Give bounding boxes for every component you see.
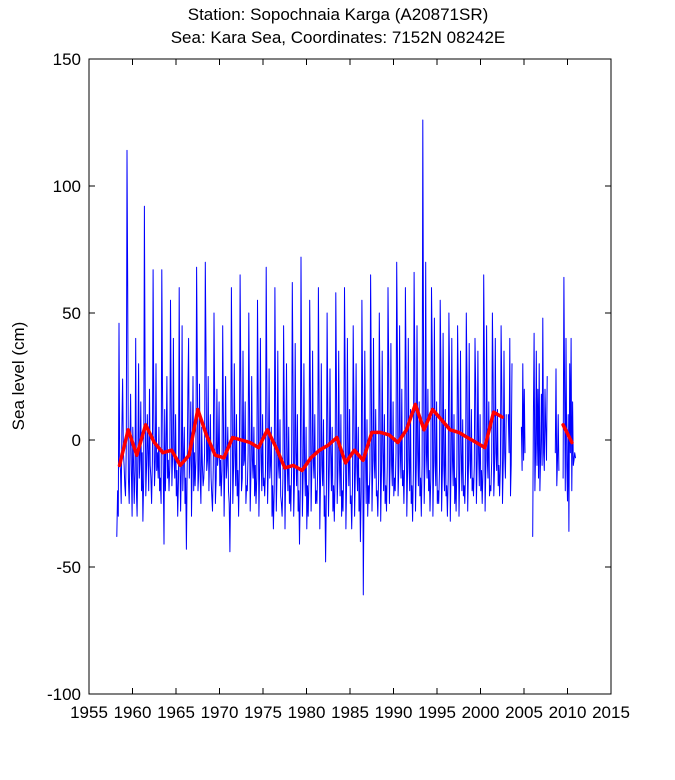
chart-subtitle: Sea: Kara Sea, Coordinates: 7152N 08242E xyxy=(171,28,506,47)
y-tick-label: 50 xyxy=(62,304,81,323)
x-tick-label: 1985 xyxy=(331,703,369,722)
x-tick-label: 1960 xyxy=(114,703,152,722)
x-axis: 1955 1960 1965 1970 1975 1980 1985 1990 1995 2000… xyxy=(70,59,630,722)
x-tick-label: 1980 xyxy=(288,703,326,722)
x-tick-label: 2005 xyxy=(505,703,543,722)
x-tick-label: 1955 xyxy=(70,703,108,722)
y-tick-label: -100 xyxy=(47,685,81,704)
x-tick-label: 1975 xyxy=(244,703,282,722)
y-tick-label: -50 xyxy=(56,558,81,577)
y-tick-label: 0 xyxy=(72,431,81,450)
monthly-series-line-0 xyxy=(116,119,507,596)
annual-series-line-0 xyxy=(117,402,505,473)
x-tick-label: 2015 xyxy=(592,703,630,722)
y-tick-label: 100 xyxy=(53,177,81,196)
x-tick-label: 1970 xyxy=(201,703,239,722)
x-tick-label: 1965 xyxy=(157,703,195,722)
monthly-series-line-3 xyxy=(532,317,548,537)
annual-series-line-1 xyxy=(561,423,574,445)
monthly-series-line-1 xyxy=(507,337,513,497)
x-tick-label: 1995 xyxy=(418,703,456,722)
monthly-series-line-4 xyxy=(554,368,560,487)
x-tick-label: 1990 xyxy=(375,703,413,722)
chart-title: Station: Sopochnaia Karga (A20871SR) xyxy=(188,5,489,24)
y-axis-label: Sea level (cm) xyxy=(9,322,28,431)
y-axis: -100 -50 0 50 100 150 xyxy=(47,50,611,704)
x-tick-label: 2000 xyxy=(462,703,500,722)
y-tick-label: 150 xyxy=(53,50,81,69)
monthly-series-line-2 xyxy=(520,363,526,471)
series-layer xyxy=(116,119,576,596)
monthly-series-line-5 xyxy=(562,276,576,532)
x-tick-label: 2010 xyxy=(549,703,587,722)
